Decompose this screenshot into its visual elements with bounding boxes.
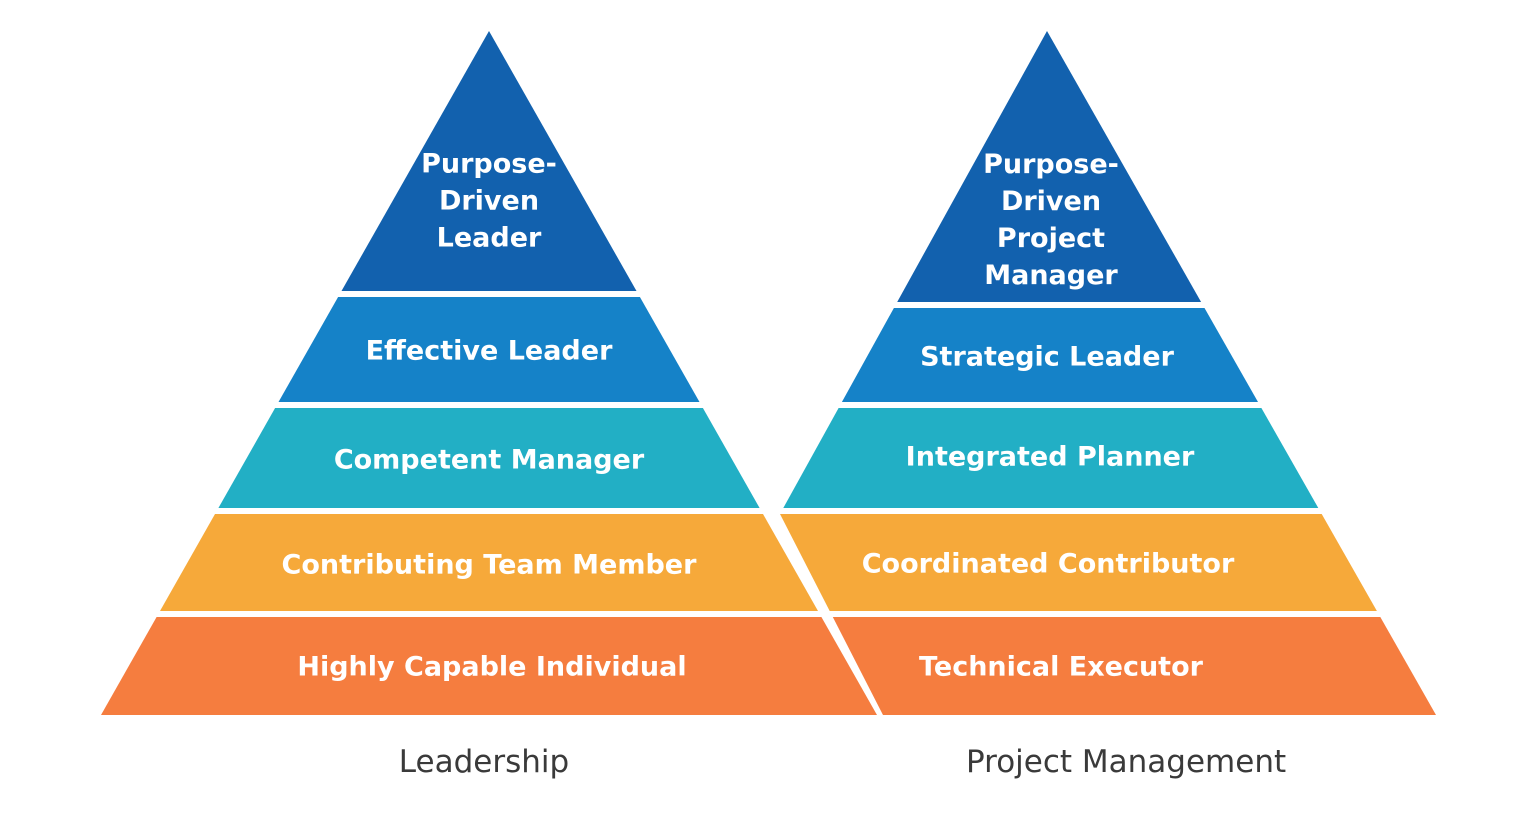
leadership-tier-5-label: Highly Capable Individual [297,652,686,683]
leadership-label: Leadership [398,744,570,780]
leadership-tier-3-label: Competent Manager [334,445,645,476]
project-management-tier-2-label: Strategic Leader [920,342,1174,373]
leadership-tier-2-label: Effective Leader [366,336,613,367]
project-management-tier-3 [783,408,1319,508]
leadership-tier-5 [101,617,877,715]
project-management-tier-1-line-2: Driven [1001,186,1101,217]
project-management-tier-5-label: Technical Executor [919,652,1204,683]
project-management-tier-4-label: Coordinated Contributor [862,549,1235,580]
project-management-tier-1-line-3: Project [997,223,1105,254]
leadership-tier-5-line-1: Highly Capable Individual [297,652,686,683]
project-management-tier-4 [780,514,1377,611]
leadership-tier-4-line-1: Contributing Team Member [282,550,698,581]
project-management-tier-4-line-1: Coordinated Contributor [862,549,1235,580]
project-management-tier-5 [832,617,1436,715]
leadership-tier-2 [278,297,700,402]
project-management-tier-1-line-1: Purpose- [983,149,1119,180]
leadership-tier-1-label: Purpose- Driven Leader [421,149,557,254]
leadership-tier-2-line-1: Effective Leader [366,336,613,367]
project-management-tier-1-label: Purpose- Driven Project Manager [983,149,1119,291]
leadership-tier-3-line-1: Competent Manager [334,445,645,476]
leadership-tier-4 [160,514,818,611]
project-management-tier-5-line-1: Technical Executor [919,652,1204,683]
project-management-tier-2 [841,308,1258,402]
project-management-pyramid: Purpose- Driven Project Manager Strategic Le… [780,31,1436,715]
leadership-tier-1-line-1: Purpose- [421,149,557,180]
leadership-tier-1 [341,31,637,291]
project-management-tier-1 [897,31,1202,302]
project-management-label: Project Management [966,744,1287,780]
project-management-tier-3-label: Integrated Planner [906,442,1195,473]
leadership-tier-1-line-2: Driven [439,186,539,217]
leadership-pyramid: Purpose- Driven Leader Effective Leader Comp… [101,31,877,715]
leadership-tier-4-label: Contributing Team Member [282,550,698,581]
project-management-tier-1-line-4: Manager [984,260,1118,291]
project-management-tier-2-line-1: Strategic Leader [920,342,1174,373]
leadership-tier-3 [218,408,760,508]
project-management-tier-3-line-1: Integrated Planner [906,442,1195,473]
leadership-tier-1-line-3: Leader [437,223,542,254]
